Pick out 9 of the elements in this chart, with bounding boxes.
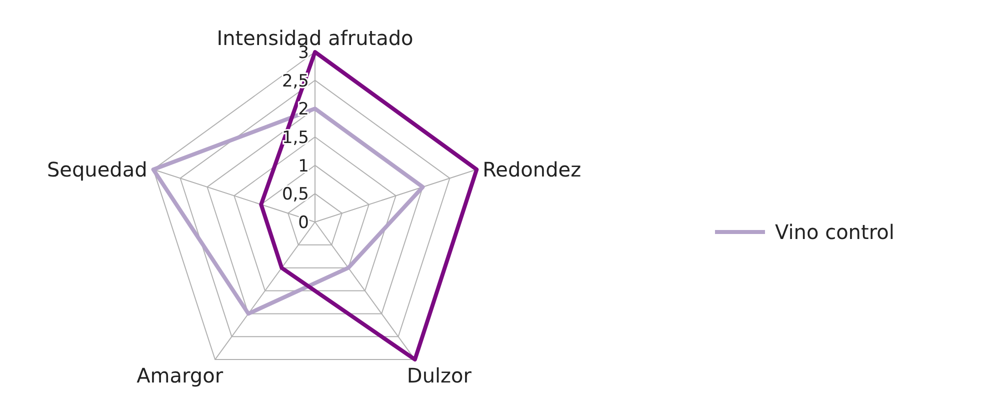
spoke-label: Sequedad <box>46 157 148 182</box>
spoke-label: Amargor <box>136 364 224 388</box>
y-tick-label: 0,5 <box>282 184 309 205</box>
legend-label: Vino control <box>775 220 894 244</box>
y-tick-label: 2 <box>298 100 309 120</box>
spoke-label: Redondez <box>482 157 582 182</box>
spoke-label: Dulzor <box>406 364 472 388</box>
y-tick-label: 0 <box>298 212 309 233</box>
y-tick-label: 1 <box>298 156 309 176</box>
